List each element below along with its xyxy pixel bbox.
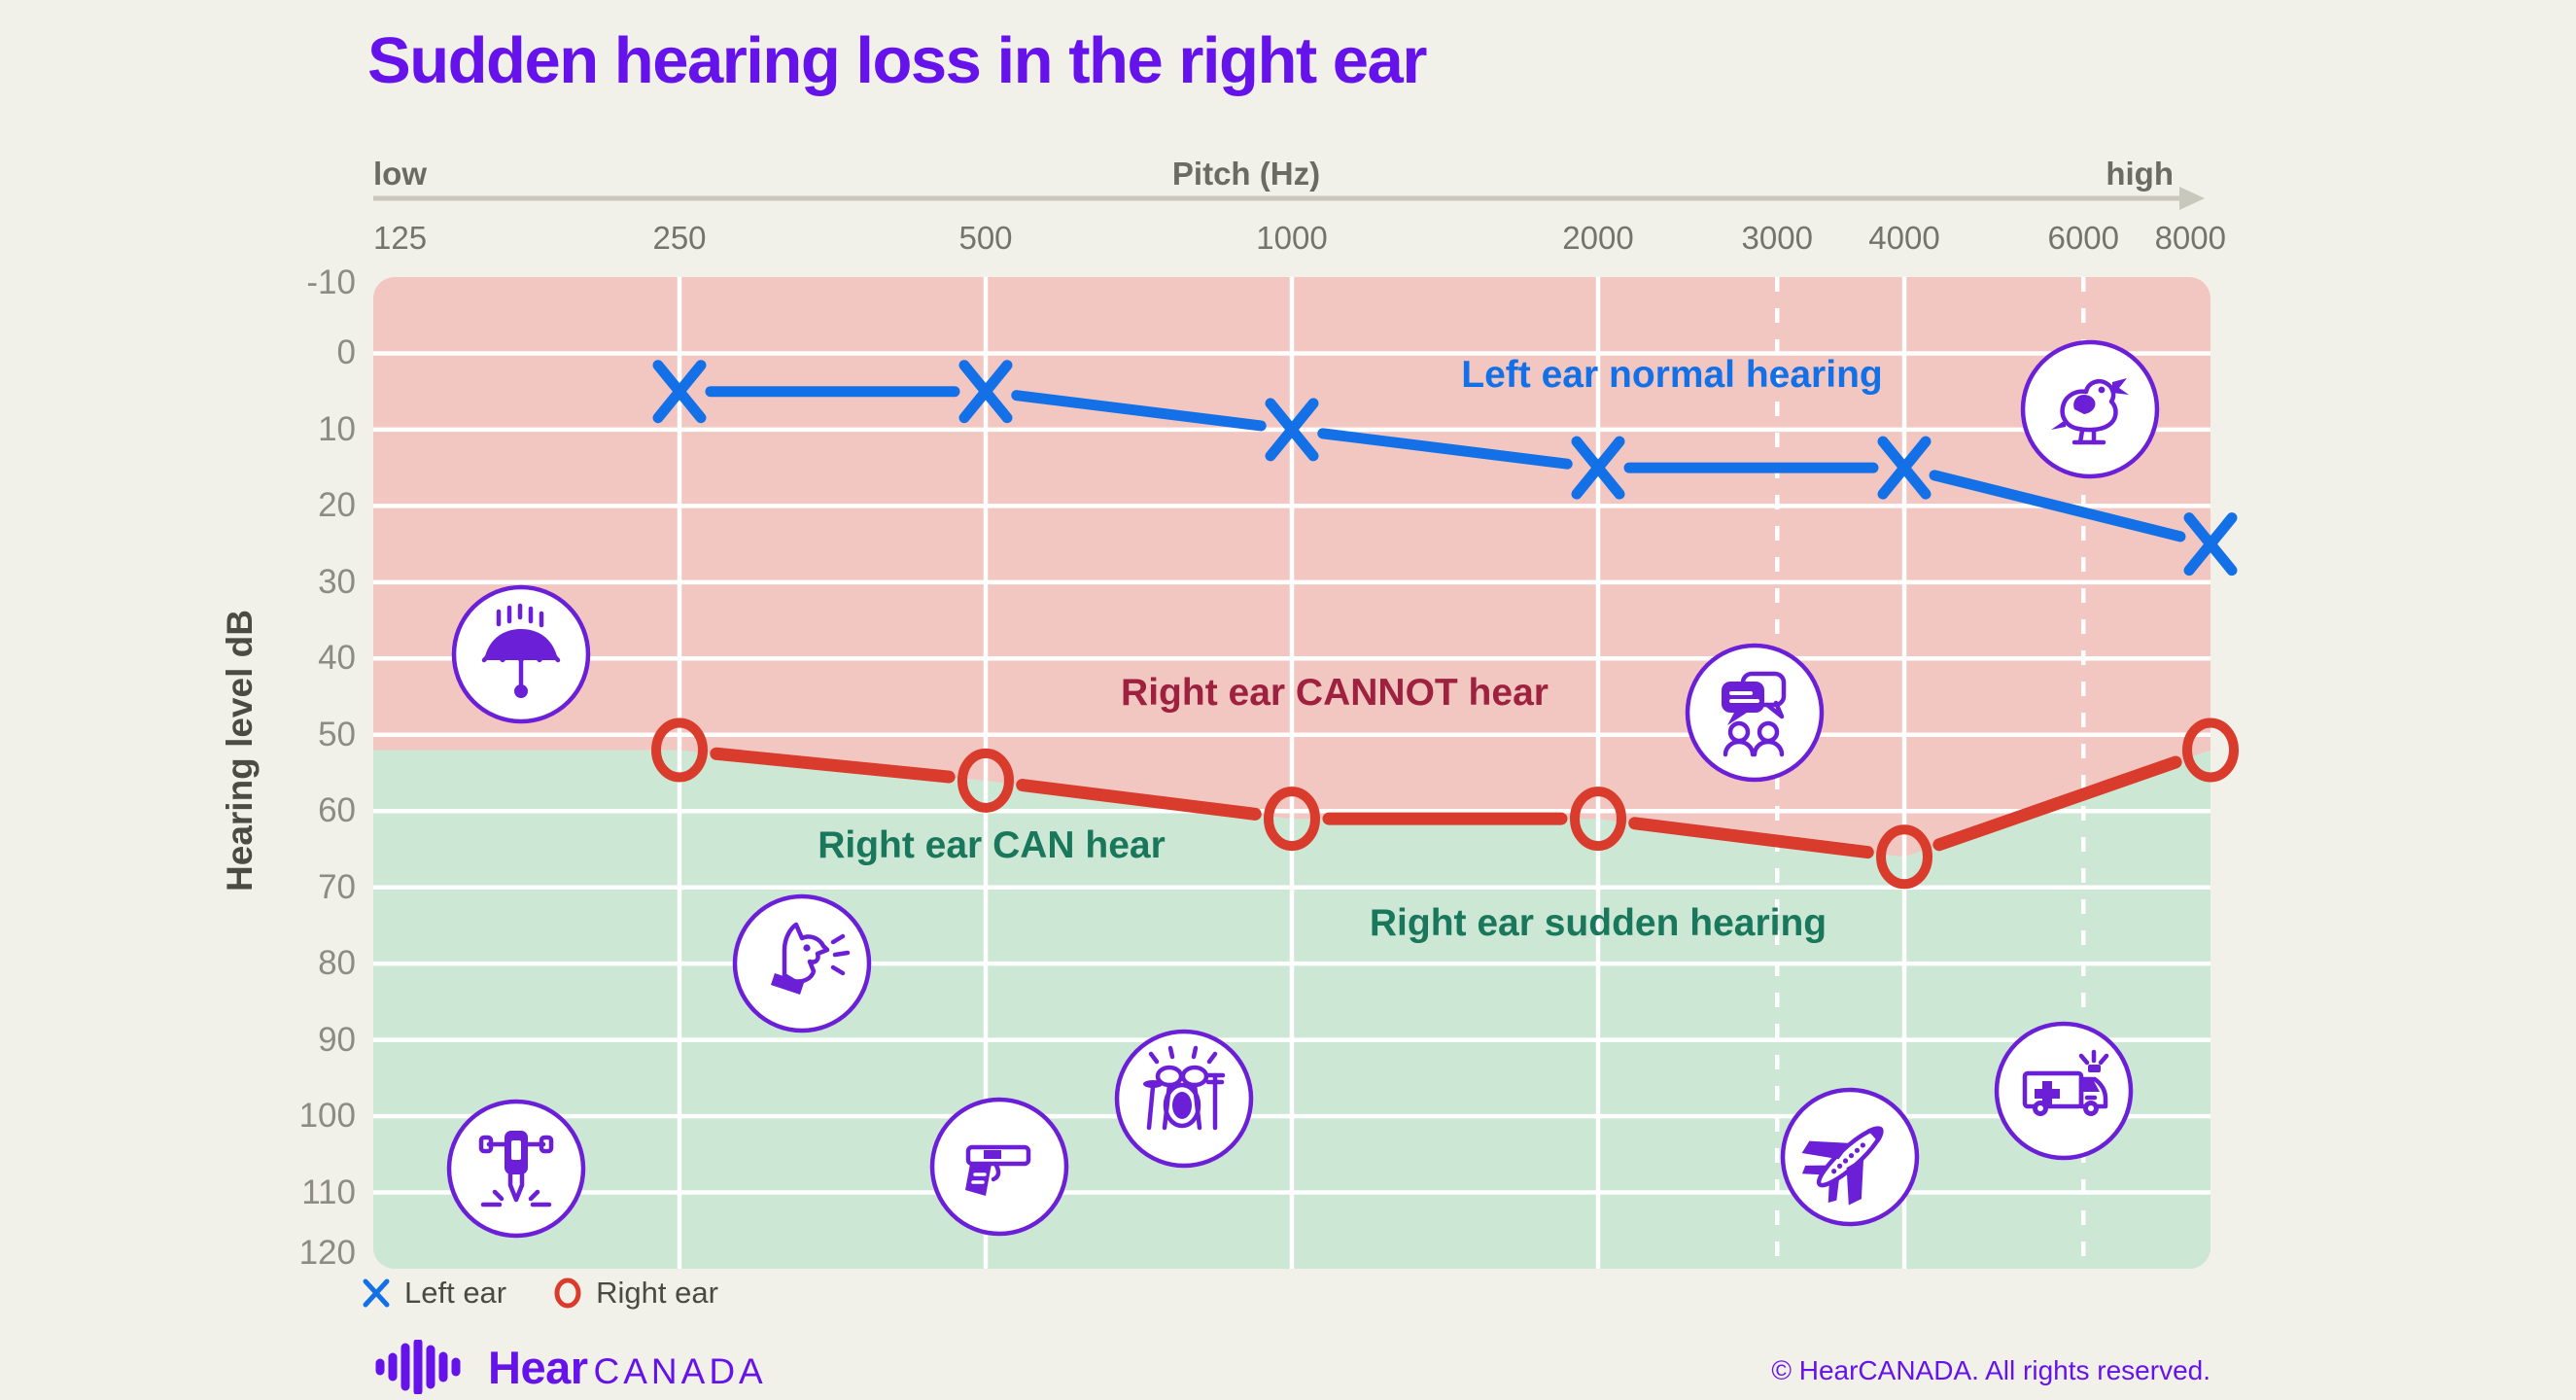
x-tick-125: 125 [373, 220, 428, 256]
x-tick-8000: 8000 [2154, 220, 2226, 256]
y-tick-20: 20 [318, 486, 356, 525]
annotation-3: Right ear CAN hear [818, 824, 1166, 866]
y-tick-70: 70 [318, 867, 356, 906]
barking-dog-icon: .s{stroke:#6B1FD6;stroke-width:4.5;strok… [732, 893, 872, 1033]
x-tick-500: 500 [958, 220, 1013, 256]
x-tick-2000: 2000 [1562, 220, 1634, 256]
copyright-text: © HearCANADA. All rights reserved. [1771, 1355, 2210, 1385]
y-tick-40: 40 [318, 639, 356, 678]
legend-label: Right ear [596, 1276, 718, 1310]
rain-umbrella-icon: .s{stroke:#6B1FD6;stroke-width:4.5;strok… [451, 584, 591, 724]
y-axis-title: Hearing level dB [220, 610, 260, 892]
handgun-icon: .s{stroke:#6B1FD6;stroke-width:4.5;strok… [929, 1097, 1069, 1237]
x-tick-1000: 1000 [1256, 220, 1328, 256]
y-tick--10: -10 [306, 263, 356, 301]
hearcanada-logo: Hear CANADA [373, 1340, 767, 1394]
x-tick-6000: 6000 [2047, 220, 2119, 256]
y-tick-30: 30 [318, 562, 356, 601]
soundwave-logo-icon [375, 1340, 461, 1394]
y-tick-10: 10 [318, 409, 356, 448]
logo-text-canada: CANADA [593, 1350, 767, 1391]
conversation-icon: .s{stroke:#6B1FD6;stroke-width:4.5;strok… [1685, 643, 1825, 783]
y-tick-120: 120 [298, 1234, 356, 1272]
airplane-icon: .s{stroke:#6B1FD6;stroke-width:4.5;strok… [1780, 1087, 1920, 1227]
singing-bird-icon: .s{stroke:#6B1FD6;stroke-width:4.5;strok… [2020, 339, 2160, 479]
drum-kit-icon: .s{stroke:#6B1FD6;stroke-width:4.5;strok… [1114, 1029, 1254, 1169]
x-axis-high-label: high [2106, 156, 2174, 192]
legend-item-right-ear: Right ear [553, 1276, 718, 1311]
page-title: Sudden hearing loss in the right ear [367, 24, 1427, 97]
y-tick-110: 110 [301, 1172, 356, 1211]
legend-item-left-ear: Left ear [362, 1276, 506, 1311]
left-ear-x-marker-icon [363, 1278, 390, 1308]
jackhammer-icon: .s{stroke:#6B1FD6;stroke-width:4.5;strok… [446, 1099, 586, 1239]
ambulance-icon: .s{stroke:#6B1FD6;stroke-width:4.5;strok… [1994, 1021, 2134, 1161]
x-tick-3000: 3000 [1741, 220, 1813, 256]
x-axis-title: Pitch (Hz) [1171, 156, 1321, 192]
legend: Left ear Right ear [362, 1276, 718, 1311]
x-axis-low-label: low [373, 156, 427, 192]
annotation-1: Left ear normal hearing [1461, 354, 1883, 396]
legend-label: Left ear [404, 1276, 507, 1310]
y-tick-80: 80 [318, 944, 356, 983]
y-tick-50: 50 [318, 715, 356, 753]
x-tick-4000: 4000 [1868, 220, 1940, 256]
annotation-2: Right ear CANNOT hear [1121, 672, 1549, 714]
annotation-4: Right ear sudden hearing [1369, 902, 1828, 944]
y-tick-60: 60 [318, 791, 356, 830]
x-tick-250: 250 [652, 220, 707, 256]
series-markers [651, 360, 2239, 890]
y-tick-0: 0 [336, 333, 356, 372]
logo-text-hear: Hear [488, 1341, 588, 1393]
right-ear-o-marker-icon [554, 1278, 581, 1309]
y-tick-90: 90 [318, 1020, 356, 1059]
y-tick-100: 100 [298, 1097, 356, 1136]
